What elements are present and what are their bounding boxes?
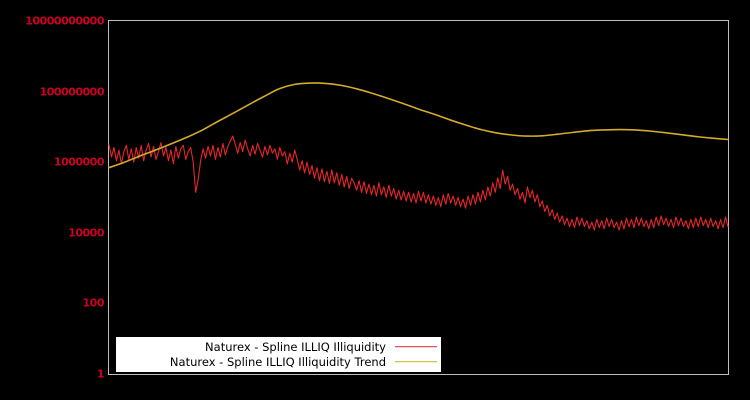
y-axis-tick-labels: 10000000000 100000000 1000000 10000 100 1 xyxy=(0,0,104,400)
legend-item: Naturex - Spline ILLIQ Illiquidity xyxy=(120,339,437,354)
y-axis-tick-label: 10000000000 xyxy=(25,14,104,28)
y-axis-tick-label: 100000000 xyxy=(39,85,105,99)
y-axis-tick-label: 100 xyxy=(82,296,105,310)
legend-item: Naturex - Spline ILLIQ Illiquidity Trend xyxy=(120,354,437,369)
legend-label: Naturex - Spline ILLIQ Illiquidity Trend xyxy=(169,354,386,369)
series-line-illiquidity xyxy=(108,135,729,231)
y-axis-tick-label: 1000000 xyxy=(53,155,105,169)
axes-frame xyxy=(108,20,729,375)
series-line-trend xyxy=(108,82,729,169)
legend-label: Naturex - Spline ILLIQ Illiquidity xyxy=(205,339,386,354)
y-axis-tick-label: 10000 xyxy=(68,226,104,240)
legend-swatch-trend xyxy=(395,356,437,367)
chart-legend: Naturex - Spline ILLIQ Illiquidity Natur… xyxy=(116,337,441,372)
legend-swatch-illiquidity xyxy=(395,341,437,352)
y-axis-tick-label: 1 xyxy=(96,367,105,381)
series-layer xyxy=(108,82,729,231)
